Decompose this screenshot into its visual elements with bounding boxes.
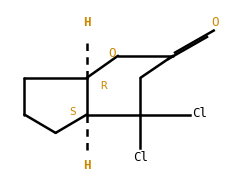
Text: Cl: Cl bbox=[132, 151, 148, 164]
Text: H: H bbox=[83, 16, 90, 29]
Text: Cl: Cl bbox=[191, 107, 206, 120]
Text: H: H bbox=[83, 159, 90, 172]
Text: O: O bbox=[108, 46, 116, 60]
Text: R: R bbox=[100, 81, 107, 92]
Text: O: O bbox=[211, 16, 218, 29]
Text: S: S bbox=[68, 107, 75, 117]
